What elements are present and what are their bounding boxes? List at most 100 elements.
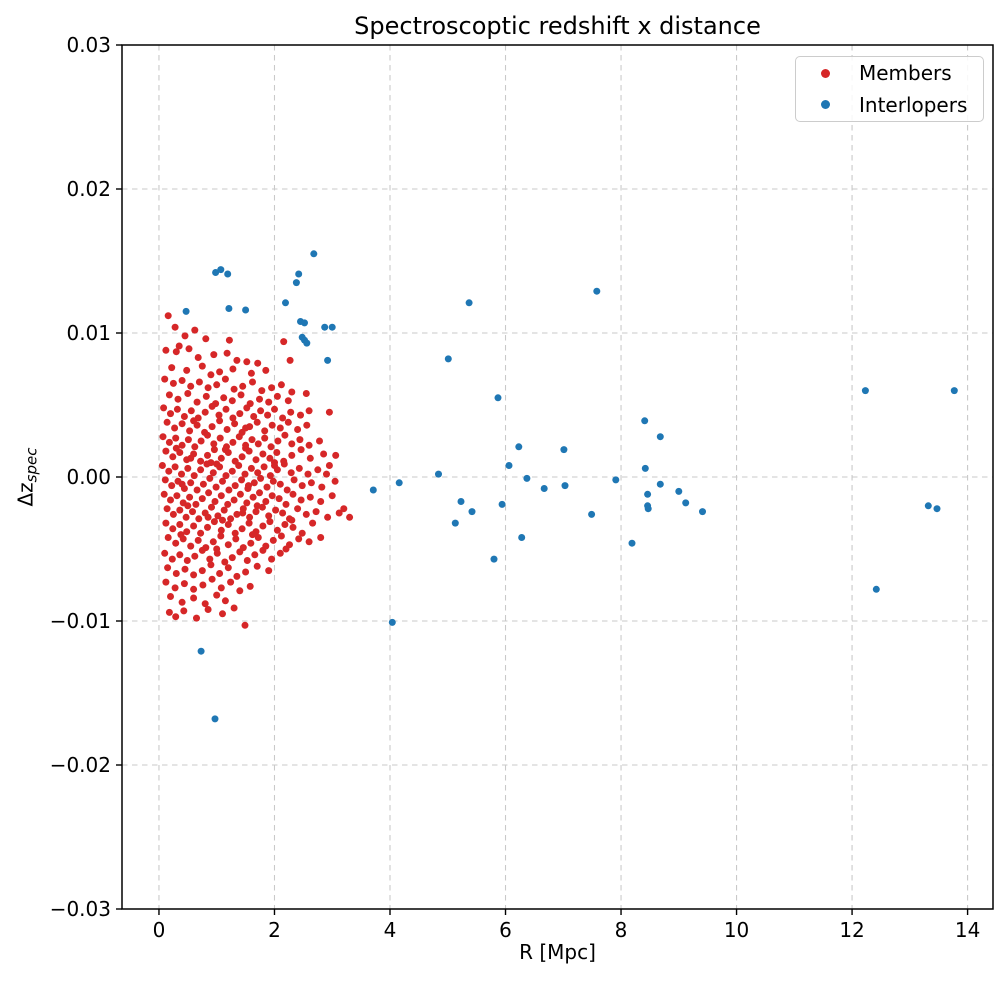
member-point bbox=[217, 492, 225, 500]
member-point bbox=[193, 398, 201, 406]
member-point bbox=[273, 392, 281, 400]
member-point bbox=[206, 555, 214, 563]
legend-item-members: Members bbox=[796, 58, 983, 89]
member-point bbox=[242, 568, 250, 576]
interloper-point bbox=[498, 500, 506, 508]
member-point bbox=[176, 521, 184, 528]
member-point bbox=[249, 493, 257, 501]
member-point bbox=[172, 348, 180, 356]
member-point bbox=[280, 338, 288, 346]
member-point bbox=[191, 552, 199, 560]
interloper-point bbox=[518, 534, 526, 541]
member-point bbox=[164, 312, 172, 320]
member-point bbox=[223, 426, 231, 433]
member-point bbox=[277, 532, 285, 540]
member-point bbox=[328, 492, 336, 500]
member-point bbox=[253, 502, 261, 510]
member-point bbox=[247, 369, 255, 377]
member-point bbox=[231, 482, 239, 490]
member-point bbox=[160, 490, 168, 498]
member-point bbox=[182, 513, 190, 521]
member-point bbox=[298, 482, 306, 490]
member-point bbox=[232, 535, 240, 543]
member-point bbox=[213, 460, 221, 468]
interloper-point bbox=[560, 446, 568, 454]
member-point bbox=[169, 525, 177, 533]
member-point bbox=[231, 529, 239, 537]
member-point bbox=[159, 433, 167, 441]
legend-item-interlopers: Interlopers bbox=[796, 89, 983, 120]
member-point bbox=[217, 532, 225, 540]
member-point bbox=[178, 470, 185, 478]
member-point bbox=[161, 549, 169, 557]
member-point bbox=[219, 516, 226, 524]
interloper-point bbox=[435, 470, 442, 478]
member-point bbox=[181, 332, 189, 340]
member-point bbox=[277, 381, 285, 389]
member-point bbox=[210, 351, 218, 359]
member-point bbox=[317, 534, 325, 541]
interloper-point bbox=[292, 279, 300, 287]
member-point bbox=[273, 526, 281, 534]
interloper-point bbox=[324, 356, 332, 364]
member-point bbox=[224, 541, 232, 549]
member-point bbox=[172, 539, 180, 547]
member-point bbox=[230, 385, 238, 393]
member-point bbox=[230, 604, 238, 612]
member-point bbox=[283, 486, 291, 494]
member-point bbox=[175, 342, 183, 350]
member-point bbox=[290, 476, 298, 484]
member-point bbox=[273, 449, 281, 456]
interloper-point bbox=[242, 306, 250, 314]
member-point bbox=[305, 407, 313, 415]
interloper-point bbox=[950, 387, 958, 395]
member-point bbox=[323, 470, 330, 478]
member-point bbox=[256, 395, 263, 403]
member-point bbox=[199, 581, 207, 589]
member-point bbox=[325, 408, 333, 416]
member-point bbox=[169, 510, 177, 518]
member-point bbox=[172, 434, 180, 442]
interloper-point bbox=[872, 585, 880, 593]
member-point bbox=[276, 480, 284, 488]
y-tick-label: 0.02 bbox=[66, 177, 111, 201]
member-point bbox=[169, 379, 177, 387]
member-point bbox=[267, 443, 275, 451]
member-point bbox=[306, 454, 314, 462]
member-point bbox=[268, 555, 276, 563]
member-point bbox=[178, 480, 186, 488]
member-point bbox=[217, 454, 225, 462]
member-point bbox=[279, 414, 287, 422]
member-point bbox=[204, 606, 212, 613]
member-point bbox=[210, 440, 218, 448]
member-point bbox=[250, 479, 258, 487]
member-point bbox=[197, 466, 205, 474]
member-point bbox=[178, 441, 186, 449]
member-point bbox=[224, 521, 232, 528]
member-point bbox=[297, 411, 304, 419]
member-point bbox=[221, 446, 229, 454]
member-point bbox=[197, 437, 205, 445]
member-point bbox=[207, 561, 215, 569]
member-point bbox=[243, 404, 251, 412]
member-point bbox=[269, 536, 277, 544]
interloper-point bbox=[644, 505, 652, 513]
member-point bbox=[197, 529, 205, 537]
member-point bbox=[265, 512, 273, 520]
member-point bbox=[184, 390, 192, 397]
member-point bbox=[246, 582, 254, 590]
member-point bbox=[171, 584, 179, 592]
member-point bbox=[204, 523, 211, 531]
member-point bbox=[317, 498, 325, 505]
member-point bbox=[216, 368, 224, 376]
member-point bbox=[168, 555, 176, 563]
member-point bbox=[325, 462, 333, 469]
member-point bbox=[259, 450, 267, 458]
member-point bbox=[209, 469, 217, 477]
interloper-point bbox=[224, 270, 232, 278]
interloper-point bbox=[197, 647, 205, 655]
member-point bbox=[235, 462, 243, 469]
member-point bbox=[186, 493, 194, 501]
